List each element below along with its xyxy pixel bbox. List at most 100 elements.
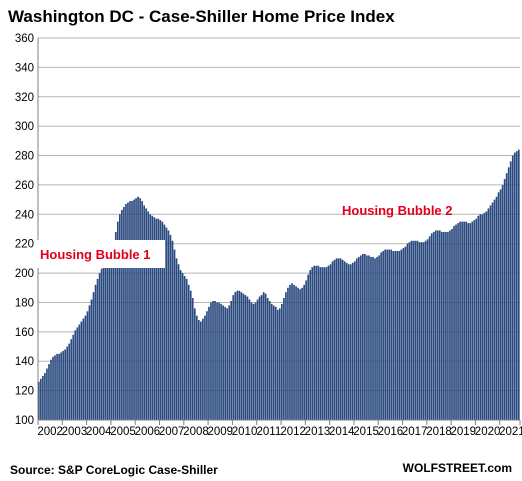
bar <box>281 303 283 420</box>
bar <box>252 303 255 420</box>
bar <box>185 278 188 420</box>
bar <box>135 198 137 420</box>
bar <box>489 205 492 420</box>
x-tick-label: 2010 <box>232 426 258 438</box>
bar <box>157 218 160 420</box>
bar <box>473 220 476 420</box>
bar <box>353 261 356 420</box>
bar <box>266 298 269 420</box>
bar <box>260 295 263 420</box>
bar <box>368 255 370 420</box>
bar <box>121 209 123 420</box>
bar <box>127 202 129 420</box>
bar <box>426 239 429 420</box>
bar <box>436 230 439 420</box>
bar <box>80 321 83 420</box>
bar <box>400 249 403 420</box>
bar <box>44 372 46 420</box>
bar <box>362 253 364 420</box>
bar <box>428 236 431 420</box>
bar <box>398 251 401 420</box>
bar <box>422 242 425 420</box>
x-tick-label: 2007 <box>159 426 185 438</box>
bar <box>220 303 222 420</box>
bar <box>469 223 472 420</box>
bar <box>240 292 243 420</box>
bar <box>78 324 81 420</box>
bar <box>441 231 443 420</box>
bar <box>420 242 423 420</box>
annotation-housing-bubble-1: Housing Bubble 1 <box>40 247 151 262</box>
bar <box>471 221 474 420</box>
bar <box>497 192 500 420</box>
bar <box>372 256 374 420</box>
bar <box>335 258 338 420</box>
bar <box>50 359 52 420</box>
bar <box>129 201 131 420</box>
bar <box>181 273 184 420</box>
bar <box>347 264 350 420</box>
bar <box>495 196 498 420</box>
bar <box>360 255 362 420</box>
bar <box>112 243 115 420</box>
bar <box>481 214 484 420</box>
bar <box>60 352 62 420</box>
bar <box>197 320 200 420</box>
bar <box>143 205 145 420</box>
bar <box>475 218 478 420</box>
bar <box>222 305 224 420</box>
bar <box>242 293 245 420</box>
bar <box>262 292 265 420</box>
y-tick-label: 260 <box>15 180 34 192</box>
bar <box>62 350 64 420</box>
bar <box>264 293 267 420</box>
bar <box>291 283 293 420</box>
bar <box>309 270 312 420</box>
bar <box>341 259 344 420</box>
x-tick-label: 2005 <box>110 426 136 438</box>
bar <box>319 267 322 420</box>
bar <box>402 248 405 420</box>
y-tick-label: 220 <box>15 239 34 251</box>
bar <box>125 204 127 420</box>
bar <box>256 299 259 420</box>
bar <box>104 264 107 420</box>
bar <box>274 306 277 420</box>
bar <box>119 214 121 420</box>
bar <box>374 258 376 420</box>
bar <box>390 249 393 420</box>
bar <box>493 199 496 420</box>
bar <box>179 270 182 420</box>
chart-title: Washington DC - Case-Shiller Home Price … <box>8 7 395 26</box>
bar <box>370 256 372 420</box>
bar <box>451 229 453 420</box>
bar <box>38 381 40 420</box>
bar <box>465 221 467 420</box>
bar <box>228 305 231 420</box>
bar <box>145 208 148 420</box>
bar <box>139 198 141 420</box>
bar <box>509 161 512 421</box>
bar <box>396 251 399 420</box>
bar <box>325 267 328 420</box>
bar <box>86 311 89 420</box>
bar <box>82 318 85 420</box>
bar <box>204 315 206 420</box>
bar <box>214 300 216 420</box>
bar <box>301 287 303 420</box>
x-tick-label: 2021 <box>499 426 522 438</box>
bar <box>238 290 241 420</box>
bar <box>66 346 69 420</box>
x-tick-label: 2004 <box>86 426 112 438</box>
x-tick-label: 2003 <box>62 426 88 438</box>
bar <box>289 284 291 420</box>
bar <box>295 286 297 420</box>
bar <box>479 214 482 420</box>
bar <box>226 308 229 420</box>
bar <box>303 284 305 420</box>
bar <box>410 240 413 420</box>
bar <box>48 364 50 420</box>
bar <box>137 196 139 420</box>
bar <box>513 152 516 420</box>
x-tick-label: 2020 <box>475 426 501 438</box>
